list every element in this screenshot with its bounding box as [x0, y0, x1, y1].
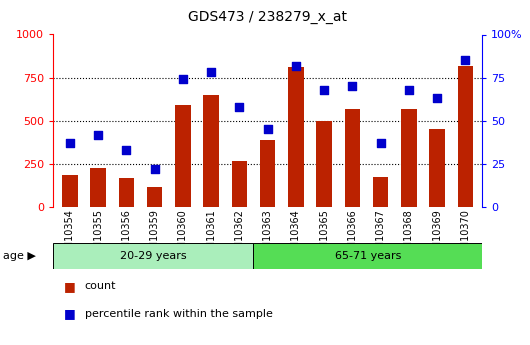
Point: [207, 70, 215, 75]
Text: GSM10365: GSM10365: [319, 209, 329, 262]
Point: [179, 77, 187, 82]
Bar: [288, 67, 304, 207]
Text: GSM10359: GSM10359: [149, 209, 160, 262]
Text: GSM10362: GSM10362: [234, 209, 244, 262]
Bar: [457, 66, 473, 207]
Text: GDS473 / 238279_x_at: GDS473 / 238279_x_at: [188, 10, 347, 24]
Text: GSM10367: GSM10367: [376, 209, 386, 262]
Bar: [373, 177, 388, 207]
Point: [66, 140, 74, 146]
Bar: [91, 168, 106, 207]
Bar: [62, 175, 78, 207]
Point: [348, 83, 357, 89]
Text: GSM10364: GSM10364: [291, 209, 301, 262]
Text: GSM10370: GSM10370: [461, 209, 470, 262]
Text: GSM10363: GSM10363: [263, 209, 272, 262]
Bar: [316, 121, 332, 207]
Text: count: count: [85, 282, 116, 291]
Point: [151, 166, 159, 172]
Point: [461, 58, 470, 63]
Point: [263, 127, 272, 132]
Text: ■: ■: [64, 307, 75, 321]
Text: GSM10361: GSM10361: [206, 209, 216, 262]
Bar: [232, 161, 247, 207]
Bar: [119, 178, 134, 207]
Bar: [429, 128, 445, 207]
Text: GSM10368: GSM10368: [404, 209, 414, 262]
Bar: [147, 187, 162, 207]
Text: age ▶: age ▶: [3, 251, 36, 261]
Point: [292, 63, 300, 68]
Text: 65-71 years: 65-71 years: [334, 251, 401, 261]
Bar: [175, 105, 191, 207]
Point: [404, 87, 413, 92]
Bar: [401, 109, 417, 207]
Text: GSM10356: GSM10356: [121, 209, 131, 262]
Text: percentile rank within the sample: percentile rank within the sample: [85, 309, 272, 319]
Text: 20-29 years: 20-29 years: [120, 251, 187, 261]
Bar: [253, 243, 482, 269]
Bar: [204, 95, 219, 207]
Text: GSM10355: GSM10355: [93, 209, 103, 262]
Point: [433, 96, 441, 101]
Bar: [260, 140, 276, 207]
Point: [320, 87, 329, 92]
Point: [376, 140, 385, 146]
Point: [122, 147, 131, 153]
Point: [235, 104, 244, 110]
Bar: [53, 243, 253, 269]
Text: ■: ■: [64, 280, 75, 293]
Text: GSM10366: GSM10366: [347, 209, 357, 262]
Text: GSM10354: GSM10354: [65, 209, 75, 262]
Text: GSM10360: GSM10360: [178, 209, 188, 262]
Bar: [344, 109, 360, 207]
Text: GSM10369: GSM10369: [432, 209, 442, 262]
Point: [94, 132, 102, 137]
